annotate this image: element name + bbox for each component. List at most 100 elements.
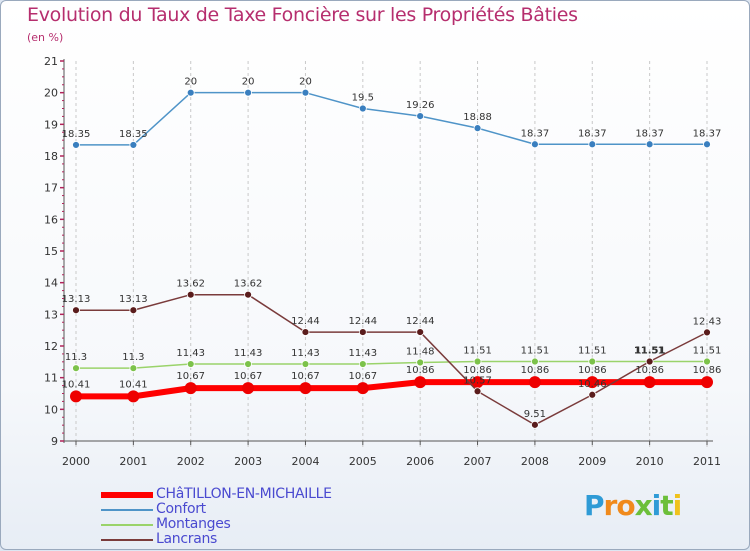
data-label-lancrans: 12.44 [406, 316, 435, 327]
y-tick-label: 12 [44, 340, 58, 353]
data-point-confort [72, 141, 80, 149]
data-point-lancrans [186, 290, 195, 299]
data-label-confort: 19.5 [352, 93, 374, 104]
x-tick-label: 2006 [406, 455, 434, 468]
data-point-lancrans [72, 306, 80, 315]
data-point-ch-tillon-en-michaille [414, 376, 427, 389]
x-tick-label: 2004 [291, 455, 319, 468]
data-point-confort [588, 140, 597, 149]
data-label-montanges: 11.43 [348, 348, 377, 359]
data-point-confort [703, 140, 711, 149]
data-point-montanges [244, 360, 252, 368]
x-tick-label: 2000 [62, 455, 90, 468]
data-label-ch-tillon-en-michaille: 10.86 [463, 365, 492, 376]
legend-swatch-lancrans [101, 539, 153, 541]
data-point-confort [358, 104, 367, 113]
data-label-ch-tillon-en-michaille: 10.41 [119, 379, 148, 390]
data-label-lancrans: 10.57 [463, 375, 492, 386]
data-label-confort: 19.26 [406, 100, 435, 111]
data-point-confort [531, 140, 539, 149]
data-point-lancrans [244, 290, 252, 299]
data-point-lancrans [473, 387, 482, 396]
data-point-montanges [531, 357, 539, 366]
y-tick-label: 16 [44, 213, 58, 226]
data-label-ch-tillon-en-michaille: 10.67 [291, 371, 320, 382]
data-label-ch-tillon-en-michaille: 10.41 [62, 379, 91, 390]
x-tick-label: 2002 [177, 455, 205, 468]
x-tick-label: 2010 [636, 455, 664, 468]
data-point-ch-tillon-en-michaille [643, 376, 656, 389]
data-point-ch-tillon-en-michaille [184, 382, 197, 395]
data-label-montanges: 11.48 [406, 346, 435, 357]
proxiti-logo: Proxiti [584, 489, 683, 522]
data-label-lancrans: 10.46 [578, 379, 607, 390]
data-label-lancrans: 13.13 [119, 294, 148, 305]
data-point-ch-tillon-en-michaille [299, 382, 312, 395]
data-label-montanges: 11.51 [463, 346, 492, 357]
data-label-ch-tillon-en-michaille: 10.67 [176, 371, 205, 382]
data-point-montanges [588, 357, 597, 366]
data-label-montanges: 11.43 [291, 348, 320, 359]
legend-swatch-montanges [101, 524, 153, 526]
data-point-ch-tillon-en-michaille [586, 376, 599, 389]
data-point-ch-tillon-en-michaille [242, 382, 255, 395]
data-point-montanges [129, 364, 138, 373]
data-label-lancrans: 13.62 [176, 279, 205, 290]
data-label-montanges: 11.51 [521, 346, 550, 357]
data-label-lancrans: 13.13 [62, 294, 91, 305]
data-point-confort [129, 141, 138, 149]
logo-letter: r [603, 489, 618, 522]
data-point-ch-tillon-en-michaille [70, 390, 82, 403]
data-point-lancrans [129, 306, 138, 315]
data-label-montanges: 11.51 [693, 346, 722, 357]
y-tick-label: 19 [44, 118, 58, 131]
data-point-montanges [473, 357, 482, 366]
data-label-montanges: 11.43 [176, 348, 205, 359]
data-label-lancrans: 11.51 [634, 346, 666, 357]
data-label-montanges: 11.51 [578, 346, 607, 357]
x-tick-label: 2005 [349, 455, 377, 468]
chart-title: Evolution du Taux de Taxe Foncière sur l… [27, 4, 578, 26]
data-point-ch-tillon-en-michaille [356, 382, 369, 395]
data-point-montanges [416, 358, 425, 367]
data-label-ch-tillon-en-michaille: 10.86 [578, 365, 607, 376]
y-tick-label: 17 [44, 182, 58, 195]
data-label-confort: 18.35 [62, 129, 91, 140]
data-point-lancrans [416, 328, 425, 336]
y-tick-label: 18 [44, 150, 58, 163]
y-axis-unit: (en %) [27, 31, 64, 44]
data-label-ch-tillon-en-michaille: 10.86 [693, 365, 722, 376]
logo-letter: i [651, 489, 662, 522]
y-tick-label: 15 [44, 245, 58, 258]
data-label-lancrans: 9.51 [524, 409, 546, 420]
data-point-lancrans [531, 420, 539, 429]
x-tick-label: 2008 [521, 455, 549, 468]
legend-label-lancrans: Lancrans [156, 531, 218, 547]
data-label-ch-tillon-en-michaille: 10.86 [406, 365, 435, 376]
data-label-ch-tillon-en-michaille: 10.86 [521, 365, 550, 376]
data-label-confort: 18.88 [463, 112, 492, 123]
data-point-ch-tillon-en-michaille [471, 376, 484, 389]
legend-label-montanges: Montanges [156, 516, 231, 532]
data-label-confort: 18.37 [635, 128, 664, 139]
data-label-ch-tillon-en-michaille: 10.67 [348, 371, 377, 382]
x-tick-label: 2003 [234, 455, 262, 468]
data-label-lancrans: 12.44 [348, 316, 377, 327]
data-point-ch-tillon-en-michaille [127, 390, 140, 403]
data-point-lancrans [301, 328, 310, 336]
data-point-confort [301, 88, 310, 97]
data-point-montanges [301, 360, 310, 368]
logo-letter: x [634, 489, 653, 522]
logo-letter: t [660, 489, 673, 522]
data-point-lancrans [358, 328, 367, 336]
data-label-montanges: 11.51 [635, 346, 664, 357]
data-point-confort [645, 140, 654, 149]
data-label-montanges: 11.43 [234, 348, 263, 359]
series-line-montanges [75, 360, 708, 369]
data-label-montanges: 11.3 [122, 352, 144, 363]
y-tick-label: 21 [44, 55, 58, 68]
logo-letter: i [672, 489, 683, 522]
data-label-confort: 18.37 [521, 128, 550, 139]
